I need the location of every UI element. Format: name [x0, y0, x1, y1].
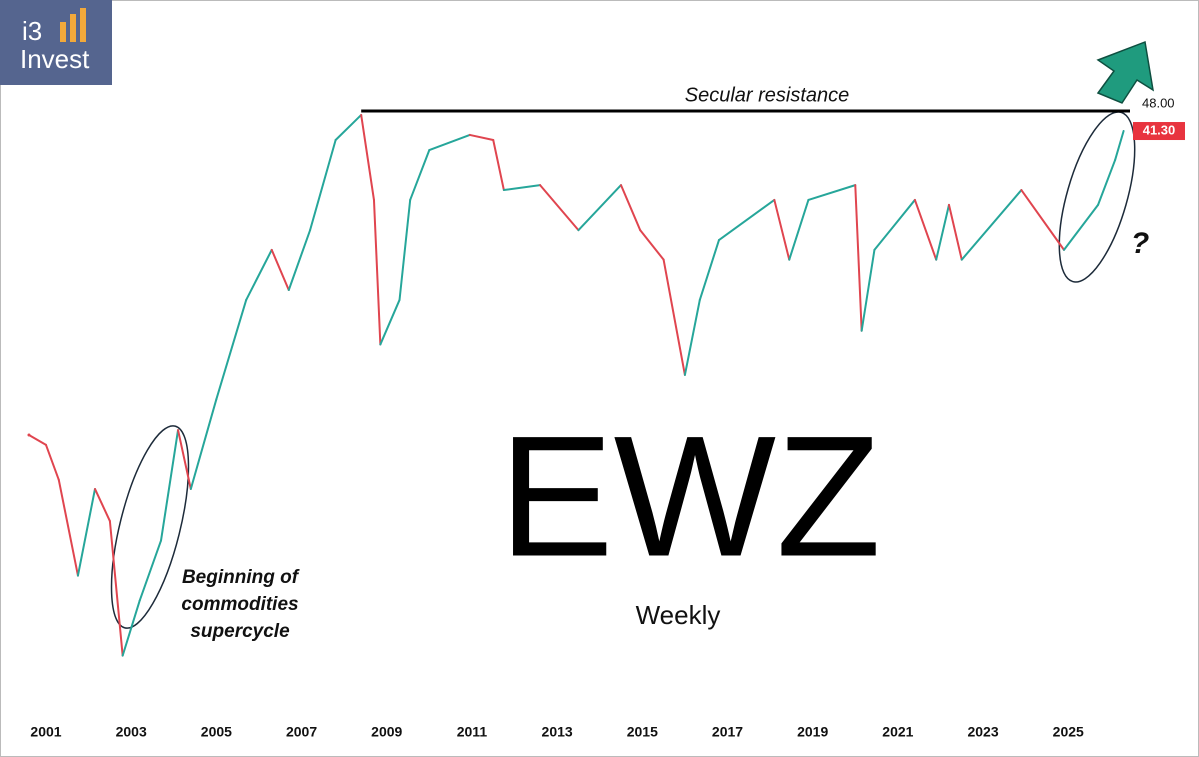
price-segment [215, 298, 248, 401]
price-segment [93, 487, 111, 523]
price-segment [45, 443, 60, 481]
x-tick-label: 2009 [371, 724, 402, 740]
price-segment [468, 133, 495, 142]
price-segment [287, 229, 312, 291]
chart-title: EWZ [499, 400, 881, 592]
arrow [1096, 40, 1155, 104]
price-segment [1097, 159, 1117, 206]
x-tick-label: 2013 [542, 724, 573, 740]
x-tick-label: 2015 [627, 724, 658, 740]
price-segment [947, 203, 963, 261]
price-segment [502, 184, 542, 192]
x-tick-label: 2011 [457, 724, 488, 740]
chart-subtitle: Weekly [636, 600, 721, 630]
x-tick-label: 2003 [116, 724, 147, 740]
price-segment [1114, 130, 1125, 162]
logo-box [0, 0, 112, 85]
last-price-box [1133, 122, 1185, 141]
price-segment [309, 139, 337, 232]
price-segment [860, 248, 876, 332]
price-segment [854, 184, 863, 332]
price-segment [913, 198, 938, 261]
price-segment [662, 258, 686, 376]
price-segment [360, 113, 375, 201]
price-segment [539, 184, 580, 232]
price-segment [138, 539, 163, 602]
annotation: commodities [181, 594, 298, 615]
x-tick-label: 2023 [967, 724, 998, 740]
price-segment [270, 248, 290, 291]
price-segment [683, 298, 701, 376]
plot: 2001 2003 2005 2007 2009 2011 2013 2015 2017 2019… [27, 95, 1185, 740]
x-tick-label: 2019 [797, 724, 828, 740]
price-segment [409, 149, 431, 201]
price-segment [788, 198, 810, 261]
price-segment [372, 198, 382, 346]
price-segment [245, 248, 273, 301]
price-segment [379, 298, 401, 346]
price-segment [334, 113, 363, 142]
price-segment [428, 133, 471, 152]
logo-text: i3 [22, 16, 42, 46]
x-tick-label: 2025 [1053, 724, 1084, 740]
price-segment [177, 429, 192, 490]
price-segment [807, 184, 857, 201]
price-segment [1062, 203, 1100, 251]
price-segment [108, 520, 124, 657]
logo: i3 Invest [0, 0, 112, 85]
x-tick-label: 2021 [882, 724, 913, 740]
price-segment [960, 189, 1023, 261]
price-segment [698, 239, 720, 301]
price-segment [398, 198, 412, 301]
price-segment [160, 429, 180, 542]
price-segment [27, 434, 48, 446]
annotation: Beginning of [182, 567, 300, 588]
x-tick-label: 2007 [286, 724, 317, 740]
last-price-label: 41.30 [1143, 122, 1176, 137]
price-segment [639, 229, 665, 261]
highlight-ellipse [110, 425, 190, 629]
price-segment [189, 398, 218, 490]
logo-bar [80, 8, 86, 42]
annotation: supercycle [190, 621, 290, 642]
logo-text: Invest [20, 44, 90, 74]
price-segment [76, 487, 96, 577]
x-tick-label: 2005 [201, 724, 232, 740]
price-label: 48.00 [1142, 95, 1175, 110]
price-segment [717, 198, 776, 242]
price-segment [492, 139, 505, 192]
price-segment [873, 198, 916, 251]
price-segment [935, 203, 950, 261]
annotation: Secular resistance [685, 84, 850, 106]
price-segment [773, 198, 791, 261]
x-tick-label: 2017 [712, 724, 743, 740]
price-segment [121, 599, 141, 657]
price-segment [620, 184, 642, 232]
price-segment [57, 478, 79, 577]
x-tick-label: 2001 [30, 724, 61, 740]
logo-bar [70, 14, 76, 42]
price-segment [1020, 189, 1065, 251]
logo-bar [60, 22, 66, 42]
price-segment [577, 184, 623, 232]
annotation: ? [1131, 227, 1149, 260]
